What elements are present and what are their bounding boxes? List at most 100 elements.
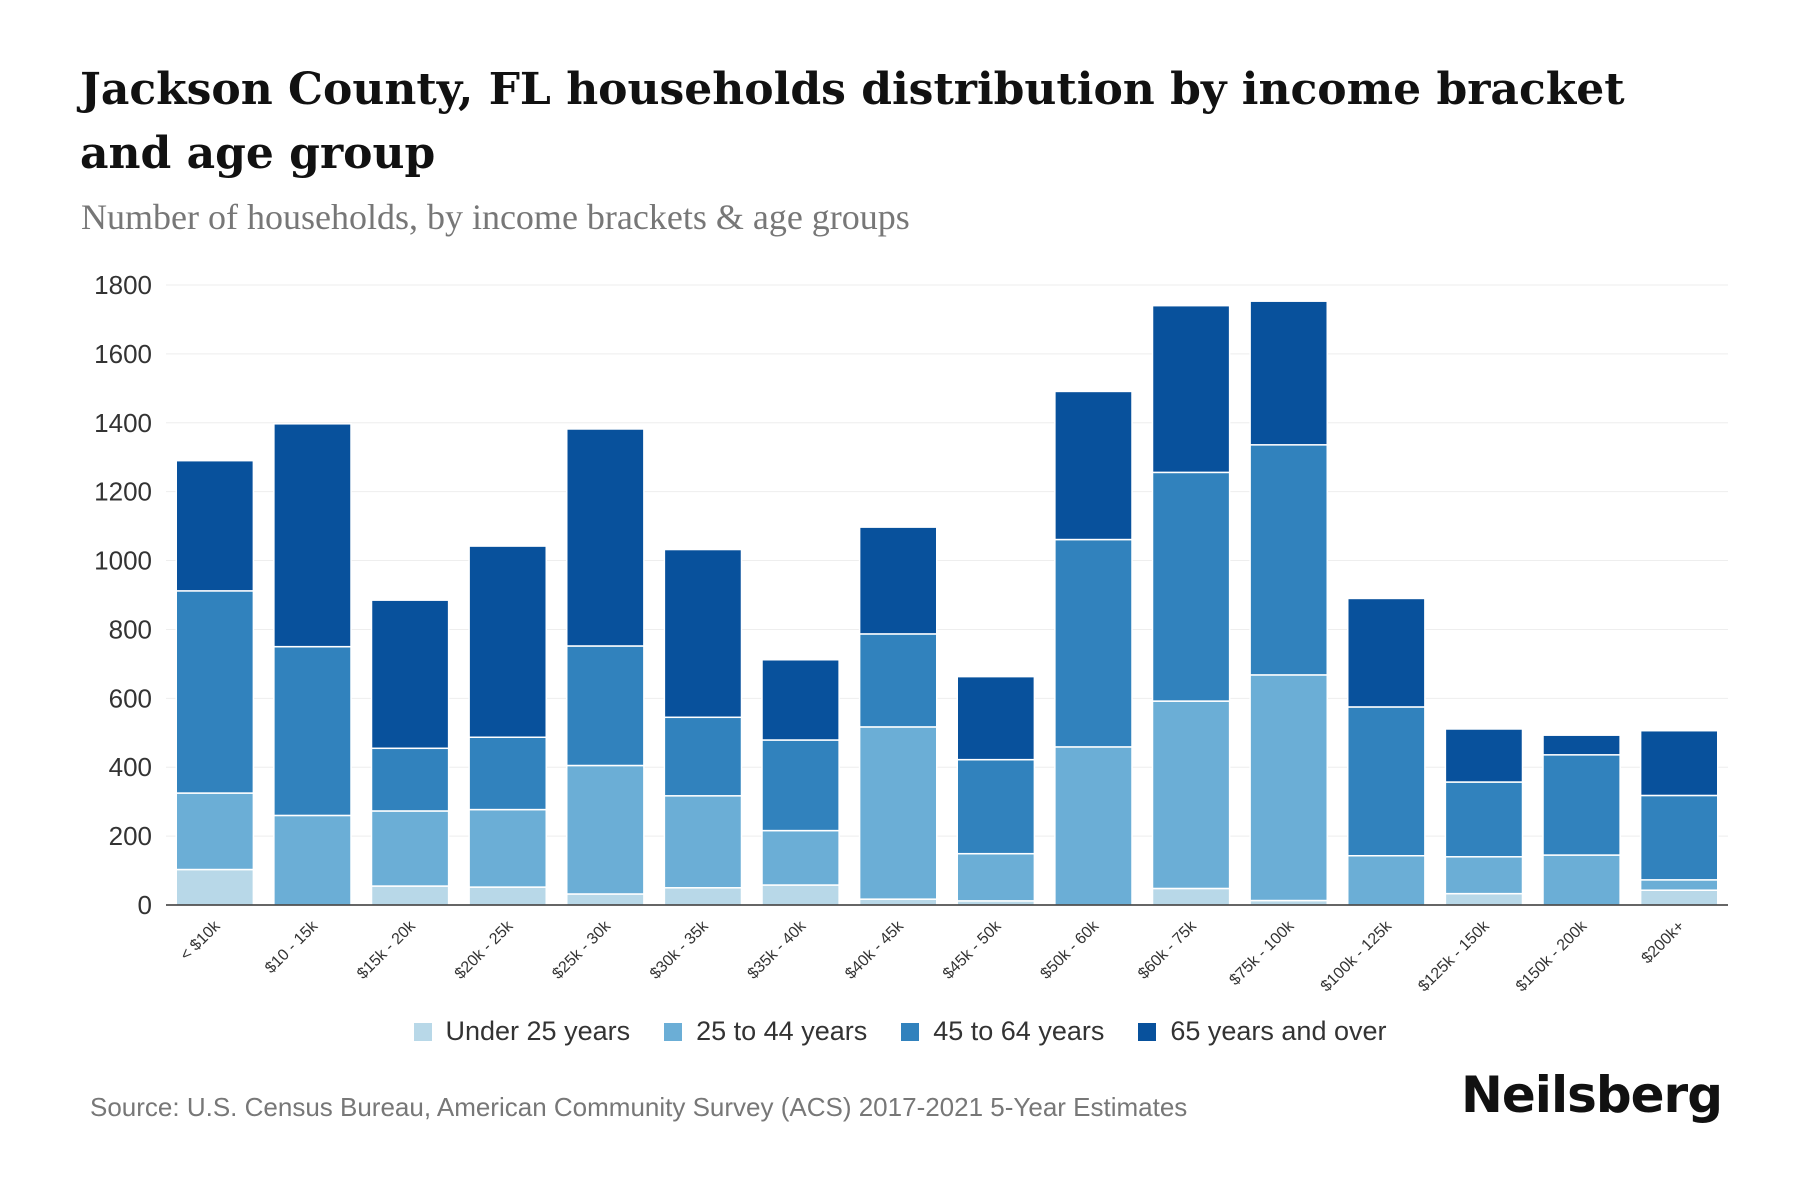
legend-swatch-25-to-44 <box>664 1022 683 1041</box>
x-tick-label: $200k+ <box>1639 918 1688 967</box>
bar-segment-1 <box>761 829 840 886</box>
bar-segment-0 <box>761 884 840 906</box>
bar-segment-3 <box>273 423 352 648</box>
bar-segment-2 <box>370 747 450 812</box>
bar-segment-2 <box>468 736 547 811</box>
y-tick-label: 1400 <box>94 408 152 438</box>
bar-segment-2 <box>1542 754 1621 856</box>
x-tick-label: $10 - 15k <box>262 917 322 977</box>
legend-label-45-to-64: 45 to 64 years <box>933 1016 1105 1046</box>
bar-segment-3 <box>858 526 938 635</box>
bar-segment-2 <box>1151 471 1231 702</box>
x-tick-label: $125k - 150k <box>1415 917 1493 995</box>
bar-segment-3 <box>1639 729 1719 797</box>
chart-subtitle: Number of households, by income brackets… <box>81 197 910 237</box>
stacked-bar-chart: 0 200 400 600 800 1000 1200 1400 1600 1800 < $10k $… <box>94 270 1728 995</box>
bar-segment-1 <box>663 795 743 889</box>
bar-segment-0 <box>566 893 645 906</box>
bar-segment-3 <box>1054 390 1133 541</box>
bar-segment-3 <box>1444 728 1524 783</box>
bar-segment-1 <box>273 814 352 906</box>
bar-segment-1 <box>1542 854 1621 906</box>
x-tick-label: $60k - 75k <box>1135 917 1201 983</box>
bar-segment-3 <box>1151 304 1231 474</box>
legend-item-25-to-44[interactable]: 25 to 44 years <box>664 1016 867 1047</box>
bar-segment-1 <box>858 726 938 900</box>
bar-segment-0 <box>858 898 938 906</box>
bar-segment-1 <box>1249 674 1328 902</box>
x-tick-label: $40k - 45k <box>842 917 908 983</box>
bar-segment-2 <box>1639 794 1719 881</box>
bar-segment-3 <box>1249 300 1328 446</box>
bar-segment-1 <box>1347 854 1426 906</box>
legend-label-under-25: Under 25 years <box>445 1016 631 1046</box>
x-tick-label: $25k - 30k <box>549 917 615 983</box>
y-tick-label: 1600 <box>94 339 152 369</box>
bar-segment-2 <box>566 645 645 767</box>
x-tick-label: $30k - 35k <box>647 917 713 983</box>
bar-segment-3 <box>370 599 450 750</box>
bar-segment-2 <box>1444 781 1524 858</box>
y-tick-label: 200 <box>109 821 152 851</box>
legend-swatch-under-25 <box>413 1022 432 1041</box>
bar-segment-3 <box>761 659 840 741</box>
y-tick-label: 0 <box>138 890 152 920</box>
legend-swatch-65-plus <box>1138 1022 1157 1041</box>
bar-segment-1 <box>175 792 255 871</box>
bar-segment-3 <box>175 459 255 592</box>
bar-segment-1 <box>566 764 645 895</box>
bar-segment-2 <box>858 633 938 728</box>
bar-segment-1 <box>1444 856 1524 895</box>
y-tick-label: 800 <box>109 614 152 644</box>
y-tick-label: 1200 <box>94 477 152 507</box>
bar-segment-0 <box>1444 892 1524 906</box>
x-tick-label: $45k - 50k <box>940 917 1006 983</box>
bar-segment-1 <box>468 808 547 888</box>
y-tick-label: 1000 <box>94 546 152 576</box>
bar-segment-2 <box>761 739 840 832</box>
chart-title: Jackson County, FL households distributi… <box>80 64 1625 179</box>
bar-segment-0 <box>175 868 255 906</box>
brand-logo: Neilsberg <box>1461 1066 1723 1124</box>
bar-segment-2 <box>1347 706 1426 857</box>
bar-segment-3 <box>566 428 645 647</box>
legend-item-under-25[interactable]: Under 25 years <box>413 1016 631 1047</box>
bar-segment-2 <box>1054 538 1133 748</box>
bar-segment-1 <box>370 810 450 887</box>
bar-segment-1 <box>1054 746 1133 906</box>
y-tick-label: 400 <box>109 752 152 782</box>
x-tick-label: $100k - 125k <box>1318 917 1396 995</box>
x-tick-label: < $10k <box>177 917 224 964</box>
bar-segment-0 <box>1151 887 1231 906</box>
x-tick-label: $150k - 200k <box>1513 917 1591 995</box>
x-tick-label: $15k - 20k <box>354 917 420 983</box>
y-tick-label: 1800 <box>94 270 152 300</box>
legend-item-65-plus[interactable]: 65 years and over <box>1138 1016 1387 1047</box>
legend: Under 25 years 25 to 44 years 45 to 64 y… <box>0 1016 1800 1047</box>
legend-swatch-45-to-64 <box>901 1022 920 1041</box>
x-tick-label: $50k - 60k <box>1037 917 1103 983</box>
x-tick-label: $75k - 100k <box>1226 917 1298 989</box>
bar-segment-0 <box>1639 889 1719 906</box>
bar-segment-3 <box>1347 597 1426 708</box>
bars <box>175 300 1719 906</box>
bar-segment-2 <box>1249 444 1328 676</box>
x-tick-label: $35k - 40k <box>745 917 811 983</box>
bar-segment-1 <box>1151 700 1231 890</box>
bar-segment-0 <box>663 887 743 906</box>
legend-item-45-to-64[interactable]: 45 to 64 years <box>901 1016 1104 1047</box>
bar-segment-3 <box>1542 734 1621 756</box>
bar-segment-2 <box>956 758 1036 855</box>
y-tick-label: 600 <box>109 683 152 713</box>
bar-segment-2 <box>273 645 352 817</box>
x-tick-label: $20k - 25k <box>452 917 518 983</box>
bar-segment-3 <box>663 548 743 719</box>
legend-label-65-plus: 65 years and over <box>1170 1016 1387 1046</box>
bar-segment-2 <box>175 590 255 794</box>
bar-segment-0 <box>468 886 547 906</box>
bar-segment-3 <box>956 675 1036 761</box>
bar-segment-1 <box>1639 879 1719 891</box>
legend-label-25-to-44: 25 to 44 years <box>696 1016 868 1046</box>
bar-segment-3 <box>468 545 547 739</box>
bar-segment-2 <box>663 716 743 797</box>
